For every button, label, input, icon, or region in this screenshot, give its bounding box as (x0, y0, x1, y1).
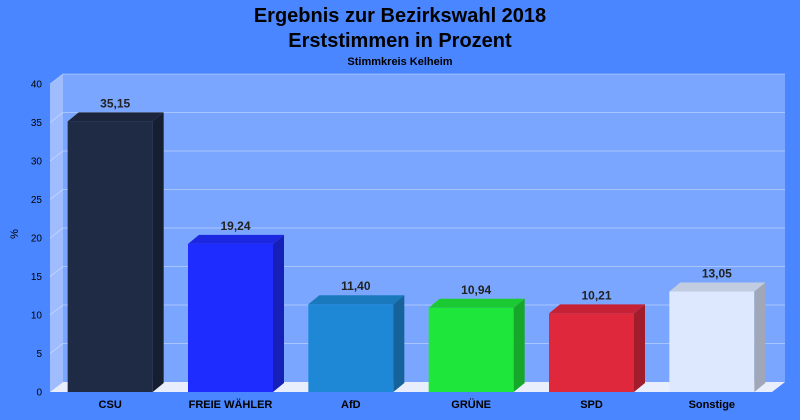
y-tick-label: 5 (36, 349, 42, 360)
bar-value-label: 19,24 (220, 219, 250, 233)
bar-front (188, 243, 273, 392)
gridlines (49, 73, 785, 354)
bar: 10,94 (428, 283, 525, 392)
gridline (49, 266, 785, 277)
bar-value-label: 10,94 (461, 283, 491, 297)
gridline (49, 150, 785, 162)
x-category-label: AfD (341, 399, 361, 411)
bar-top (669, 282, 766, 292)
bar-side (273, 234, 284, 392)
bar-side (634, 304, 645, 392)
y-tick-label: 35 (31, 118, 43, 129)
y-tick-label: 40 (31, 80, 43, 91)
y-axis-label: % (9, 229, 21, 239)
x-category-label: Sonstige (689, 399, 735, 411)
y-tick-label: 30 (31, 157, 43, 168)
bar-value-label: 13,05 (702, 267, 732, 281)
bar-top (428, 298, 525, 308)
bar-side (513, 298, 525, 392)
bar: 11,40 (308, 279, 405, 392)
bar-side (393, 295, 405, 392)
gridline (49, 112, 785, 123)
chart-subtitle: Stimmkreis Kelheim (347, 56, 452, 68)
bar-value-label: 35,15 (100, 96, 130, 110)
bar-front (549, 313, 634, 392)
bar-top (188, 234, 284, 244)
bars: 35,15 19,24 11,40 10,94 10,21 13,05 (67, 96, 766, 392)
y-tick-label: 0 (36, 388, 42, 399)
x-category-label: FREIE WÄHLER (189, 398, 273, 411)
y-axis-ticks: 0 5 10 15 20 25 30 35 40 (31, 80, 43, 399)
bar-front (67, 121, 153, 392)
chart-title-line2: Erststimmen in Prozent (288, 30, 512, 52)
bar-top (549, 304, 645, 314)
bar-front (669, 291, 755, 392)
bar-front (308, 304, 394, 392)
x-axis-categories: CSU FREIE WÄHLER AfD GRÜNE SPD Sonstige (99, 398, 736, 411)
bar: 13,05 (669, 267, 766, 392)
chart-title-line1: Ergebnis zur Bezirkswahl 2018 (254, 5, 546, 27)
bar-side (152, 112, 164, 392)
gridline (49, 73, 785, 85)
gridline (49, 227, 785, 239)
y-tick-label: 20 (31, 234, 43, 245)
bar: 35,15 (67, 96, 164, 392)
plot-side-wall (50, 74, 63, 392)
bar-value-label: 10,21 (581, 288, 611, 302)
x-category-label: GRÜNE (451, 398, 491, 411)
bar-top (308, 295, 405, 305)
gridline (49, 189, 785, 200)
bar-front (428, 307, 514, 392)
y-tick-label: 10 (31, 311, 43, 322)
bar-top (67, 112, 164, 122)
gridline (49, 343, 785, 354)
bar-side (754, 282, 766, 392)
x-category-label: CSU (99, 399, 122, 411)
y-tick-label: 25 (31, 195, 43, 206)
gridline (49, 304, 785, 316)
bar: 10,21 (549, 288, 645, 392)
bar-value-label: 11,40 (341, 279, 371, 293)
bar: 19,24 (188, 219, 284, 392)
y-tick-label: 15 (31, 272, 43, 283)
x-category-label: SPD (580, 399, 603, 411)
